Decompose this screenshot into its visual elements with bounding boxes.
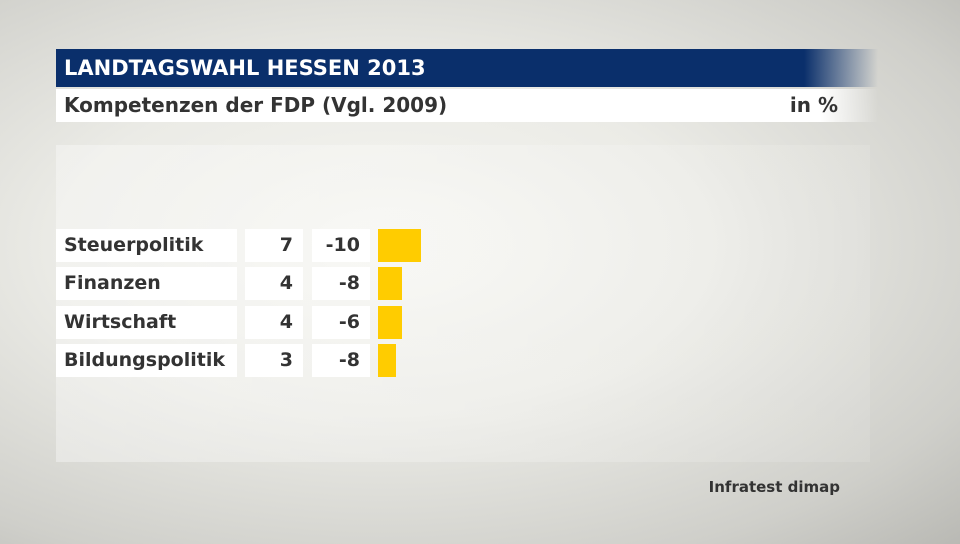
unit-label: in % bbox=[789, 93, 838, 117]
change-label: -8 bbox=[312, 344, 370, 377]
bar bbox=[378, 267, 403, 300]
category-label: Bildungspolitik bbox=[56, 344, 237, 377]
chart-subtitle-bar: Kompetenzen der FDP (Vgl. 2009) in % bbox=[56, 89, 878, 122]
value-label: 3 bbox=[245, 344, 303, 377]
value-label: 4 bbox=[245, 306, 303, 339]
category-label: Wirtschaft bbox=[56, 306, 237, 339]
chart-panel bbox=[56, 145, 870, 462]
chart-title: LANDTAGSWAHL HESSEN 2013 bbox=[56, 49, 878, 87]
value-label: 7 bbox=[245, 229, 303, 262]
category-label: Finanzen bbox=[56, 267, 237, 300]
bar bbox=[378, 306, 403, 339]
chart-subtitle: Kompetenzen der FDP (Vgl. 2009) bbox=[64, 93, 448, 117]
category-label: Steuerpolitik bbox=[56, 229, 237, 262]
change-label: -10 bbox=[312, 229, 370, 262]
value-label: 4 bbox=[245, 267, 303, 300]
bar bbox=[378, 229, 421, 262]
bar bbox=[378, 344, 397, 377]
change-label: -6 bbox=[312, 306, 370, 339]
change-label: -8 bbox=[312, 267, 370, 300]
source-label: Infratest dimap bbox=[708, 478, 840, 496]
